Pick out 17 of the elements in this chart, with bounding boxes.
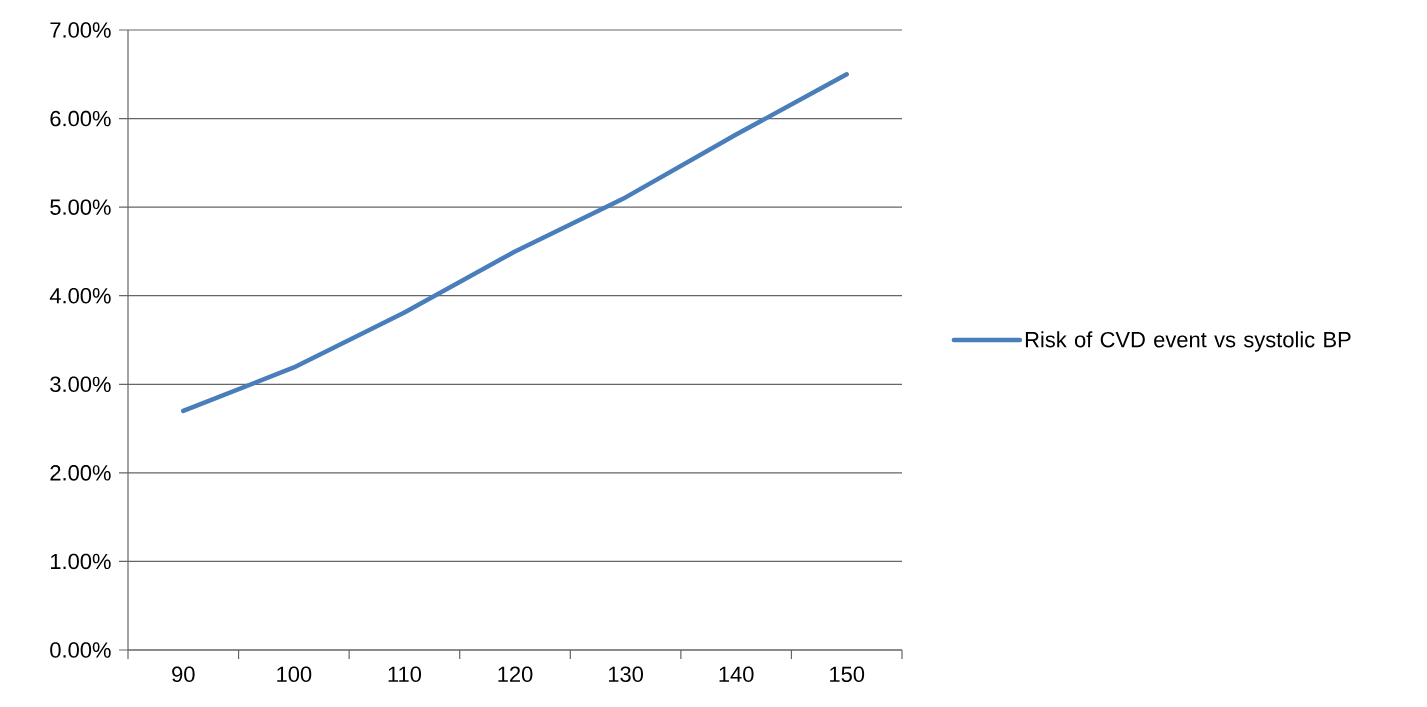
x-tick-label: 120	[498, 666, 533, 683]
y-tick-label: 4.00%	[49, 287, 111, 304]
y-tick-label: 7.00%	[50, 22, 111, 38]
x-tick-label: 150	[830, 666, 865, 683]
y-tick-label: 3.00%	[50, 376, 111, 393]
y-tick-label: 5.00%	[50, 199, 111, 215]
x-tick-label: 140	[719, 666, 754, 683]
x-tick-label: 130	[608, 666, 643, 683]
x-tick-label: 110	[388, 666, 422, 683]
y-tick-label: 1.00%	[51, 553, 111, 570]
y-tick-label: 2.00%	[50, 465, 111, 481]
y-tick-label: 6.00%	[50, 110, 111, 127]
legend-label: Risk of CVD event vs systolic BP	[1025, 331, 1351, 352]
x-tick-label: 100	[277, 666, 312, 683]
line-series	[181, 72, 849, 414]
y-tick-label: 0.00%	[50, 642, 111, 658]
x-tick-label: 90	[172, 666, 195, 683]
